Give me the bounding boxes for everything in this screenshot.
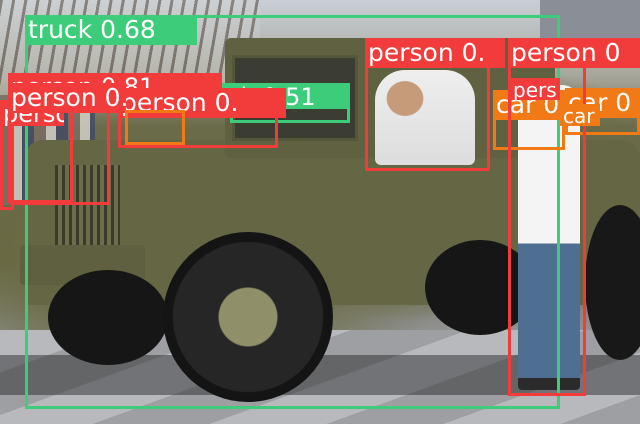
detection-label-person: person 0. [365, 38, 505, 68]
detection-box-truck [25, 15, 560, 409]
detection-label-car: car [560, 104, 600, 126]
detection-label-person: person 0. [118, 88, 286, 118]
truck-wheel-far [585, 205, 640, 360]
detection-label-person: pers [510, 78, 560, 100]
detection-label-person: person 0.76 [8, 83, 126, 113]
detection-box-car [125, 110, 185, 145]
detection-label-person: person 0 [508, 38, 640, 68]
detection-label-truck: truck 0.68 [25, 15, 197, 45]
